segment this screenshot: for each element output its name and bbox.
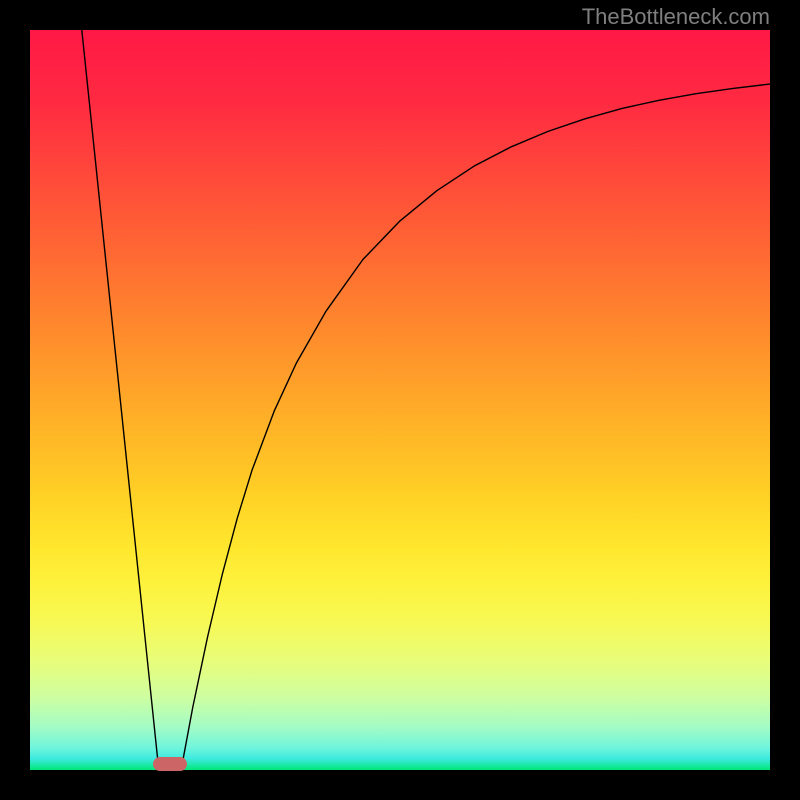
watermark-text: TheBottleneck.com [582,4,770,30]
curve-right-line [182,84,770,763]
chart-svg [30,30,770,770]
chart-plot-area [30,30,770,770]
bottleneck-marker [153,757,187,770]
curve-left-line [82,30,158,763]
